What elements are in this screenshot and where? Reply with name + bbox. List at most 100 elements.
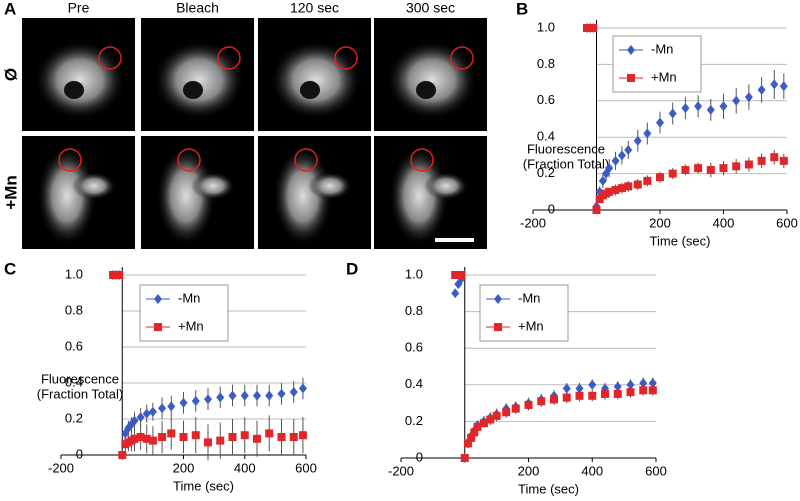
point xyxy=(611,185,620,194)
point xyxy=(757,84,766,95)
point xyxy=(289,433,298,441)
x-tick-label: -200 xyxy=(48,460,74,475)
point xyxy=(648,377,657,388)
micrograph xyxy=(22,18,135,131)
panel-label: B xyxy=(516,0,528,18)
point xyxy=(562,393,571,402)
point xyxy=(142,434,151,443)
point xyxy=(479,419,488,428)
point xyxy=(216,436,225,445)
panel-label: A xyxy=(4,0,16,18)
point xyxy=(779,81,788,92)
point xyxy=(167,401,176,412)
x-tick-label: 600 xyxy=(776,215,798,230)
y-tick-label: 0 xyxy=(416,449,423,464)
point xyxy=(575,383,584,394)
point xyxy=(706,165,715,174)
x-axis-title: Time (sec) xyxy=(650,233,711,248)
point xyxy=(253,434,261,443)
row-label: +Mn xyxy=(1,175,20,209)
y-tick-label: 0.6 xyxy=(537,92,555,107)
point xyxy=(451,288,460,299)
x-tick-label: 400 xyxy=(713,215,735,230)
y-tick-label: 0.2 xyxy=(65,410,83,425)
legend-label: -Mn xyxy=(518,290,540,305)
y-tick-label: 0.4 xyxy=(405,376,423,391)
point xyxy=(624,182,633,191)
point xyxy=(158,433,167,441)
bleach-roi xyxy=(450,46,474,70)
point xyxy=(277,388,286,399)
x-tick-label: -200 xyxy=(520,215,546,230)
cell xyxy=(153,40,245,120)
point xyxy=(613,389,622,398)
point xyxy=(265,429,274,438)
point xyxy=(624,144,633,155)
nucleus-dark xyxy=(300,81,320,99)
legend-box xyxy=(612,35,702,93)
point xyxy=(605,187,614,196)
cell xyxy=(270,40,362,120)
micrograph xyxy=(374,136,487,249)
bleach-roi xyxy=(58,148,82,172)
cell-arm xyxy=(424,172,468,200)
micrograph xyxy=(141,18,254,131)
legend-box xyxy=(139,284,229,342)
y-axis-title: Fluorescence xyxy=(41,371,119,386)
cell-arm xyxy=(308,172,352,200)
x-tick-label: 400 xyxy=(234,460,256,475)
point xyxy=(779,156,788,165)
point xyxy=(148,406,157,417)
point xyxy=(656,173,664,182)
point xyxy=(550,395,558,404)
point xyxy=(605,163,614,174)
point xyxy=(633,135,642,146)
point xyxy=(648,386,657,395)
cell xyxy=(156,146,216,246)
point xyxy=(588,391,597,400)
point xyxy=(130,415,139,426)
point xyxy=(204,438,212,447)
micrograph xyxy=(22,136,135,249)
legend-label: +Mn xyxy=(518,318,544,333)
point xyxy=(473,422,482,431)
point xyxy=(460,454,469,462)
point xyxy=(253,390,261,401)
y-axis-title: (Fraction Total) xyxy=(523,156,609,171)
point xyxy=(136,412,145,423)
point xyxy=(681,103,690,114)
y-axis-title: (Fraction Total) xyxy=(37,386,123,401)
y-tick-label: 1.0 xyxy=(405,266,423,281)
micrograph xyxy=(141,136,254,249)
point xyxy=(694,101,703,112)
point xyxy=(592,206,601,214)
y-axis-title: Fluorescence xyxy=(527,141,605,156)
point xyxy=(277,433,286,441)
bleach-roi xyxy=(217,46,241,70)
legend-label: +Mn xyxy=(178,318,204,333)
point xyxy=(240,390,249,401)
point xyxy=(470,428,479,437)
y-tick-label: 0 xyxy=(76,446,83,461)
point xyxy=(732,95,741,106)
point xyxy=(611,155,620,166)
y-tick-label: 1.0 xyxy=(65,266,83,281)
point xyxy=(537,397,546,406)
micrograph xyxy=(374,18,487,131)
x-axis-title: Time (sec) xyxy=(518,481,579,496)
point xyxy=(719,164,728,173)
bleach-roi xyxy=(334,46,358,70)
point xyxy=(732,162,741,171)
point xyxy=(575,391,584,400)
bleach-roi xyxy=(177,148,201,172)
point xyxy=(179,433,188,441)
point xyxy=(694,164,703,173)
point xyxy=(626,379,635,390)
point xyxy=(136,433,145,441)
legend-marker xyxy=(627,74,635,82)
point xyxy=(502,408,511,417)
point xyxy=(601,389,609,398)
x-tick-label: 200 xyxy=(173,460,195,475)
legend-marker xyxy=(154,294,162,304)
